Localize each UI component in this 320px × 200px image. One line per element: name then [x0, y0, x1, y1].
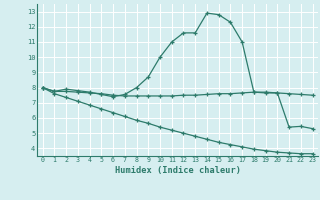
- X-axis label: Humidex (Indice chaleur): Humidex (Indice chaleur): [115, 166, 241, 175]
